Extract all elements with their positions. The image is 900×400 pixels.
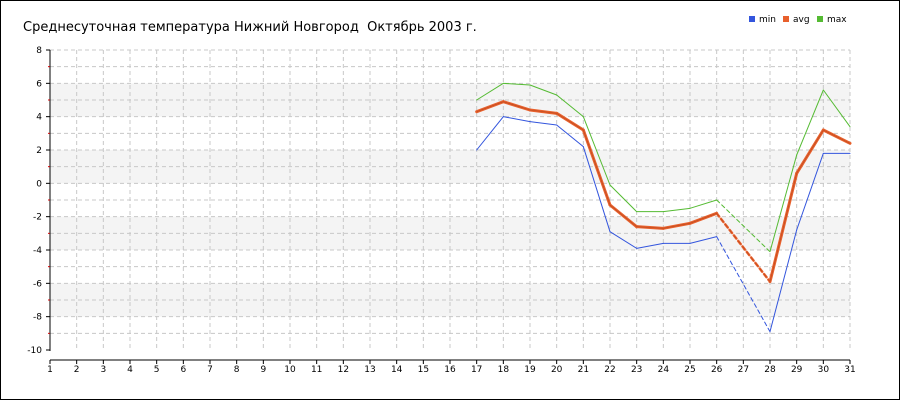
- series-avg-core: [663, 223, 691, 229]
- series-min-segment: [769, 229, 798, 333]
- x-tick-label: 23: [631, 365, 642, 375]
- series-max-segment: [822, 89, 851, 128]
- x-tick-label: 21: [578, 365, 589, 375]
- series-min-segment: [556, 124, 584, 148]
- x-tick-label: 4: [127, 365, 133, 375]
- y-tick-label: 8: [36, 46, 42, 56]
- series-avg-core: [476, 101, 504, 112]
- legend-label-max: max: [827, 15, 847, 25]
- x-tick-label: 8: [234, 365, 240, 375]
- series-max-segment: [582, 116, 611, 186]
- x-tick-label: 3: [100, 365, 106, 375]
- x-tick-label: 27: [738, 365, 749, 375]
- x-tick-label: 30: [818, 365, 830, 375]
- legend-swatch-avg: [783, 16, 789, 22]
- legend-label-min: min: [759, 15, 776, 25]
- x-tick-label: 25: [684, 365, 695, 375]
- series-avg-core: [636, 226, 664, 229]
- x-tick-label: 2: [74, 365, 80, 375]
- x-tick-label: 11: [311, 365, 322, 375]
- legend-item-min: min: [749, 15, 776, 25]
- series-avg-core: [769, 173, 797, 282]
- y-tick-label: -4: [33, 246, 42, 256]
- series-avg-core: [556, 113, 584, 131]
- series-max-segment: [476, 82, 504, 101]
- x-tick-label: 28: [764, 365, 776, 375]
- legend-swatch-max: [817, 16, 823, 22]
- series-min-segment: [529, 121, 558, 126]
- series-min-segment: [476, 116, 504, 151]
- series-max-segment: [609, 184, 638, 213]
- y-tick-label: -6: [33, 279, 42, 289]
- series-avg-core: [796, 129, 824, 174]
- y-tick-label: 6: [36, 79, 42, 89]
- x-tick-label: 22: [604, 365, 615, 375]
- x-tick-label: 18: [498, 365, 510, 375]
- x-tick-label: 24: [658, 365, 670, 375]
- x-tick-label: 20: [551, 365, 563, 375]
- series-avg-core: [716, 213, 771, 282]
- series-avg-core: [503, 101, 531, 111]
- x-tick-label: 16: [444, 365, 456, 375]
- series-avg-core: [689, 213, 717, 224]
- series-max-segment: [556, 94, 584, 118]
- y-tick-label: -2: [33, 213, 42, 223]
- series-min-segment: [502, 116, 531, 123]
- legend-label-avg: avg: [793, 15, 810, 25]
- x-tick-label: 5: [154, 365, 160, 375]
- y-tick-label: 4: [36, 113, 42, 123]
- x-tick-label: 14: [391, 365, 403, 375]
- series-max-segment: [689, 199, 718, 209]
- x-tick-label: 26: [711, 365, 723, 375]
- series-avg-core: [823, 129, 851, 144]
- series-max-segment: [796, 89, 824, 156]
- series-min-segment: [716, 236, 771, 333]
- series-min-segment: [689, 236, 718, 244]
- series-max-segment: [502, 82, 531, 86]
- x-tick-label: 19: [524, 365, 536, 375]
- series-max-segment: [716, 199, 771, 253]
- x-tick-label: 1: [47, 365, 53, 375]
- y-tick-label: 0: [36, 179, 42, 189]
- y-tick-label: 2: [36, 146, 42, 156]
- y-tick-label: -8: [33, 313, 42, 323]
- series-min-segment: [609, 231, 638, 249]
- x-tick-label: 9: [260, 365, 266, 375]
- legend-item-avg: avg: [783, 15, 810, 25]
- x-tick-label: 12: [338, 365, 349, 375]
- x-tick-label: 13: [364, 365, 375, 375]
- series-avg-core: [609, 204, 637, 227]
- x-tick-label: 31: [844, 365, 855, 375]
- x-tick-label: 17: [471, 365, 482, 375]
- y-tick-label: -10: [27, 346, 42, 356]
- x-tick-label: 29: [791, 365, 803, 375]
- series-min-segment: [636, 242, 664, 249]
- x-tick-label: 10: [284, 365, 296, 375]
- series-min-segment: [796, 152, 824, 231]
- x-tick-label: 6: [180, 365, 186, 375]
- series-avg-core: [583, 129, 611, 206]
- series-max-segment: [662, 207, 691, 213]
- chart-title: Среднесуточная температура Нижний Новгор…: [23, 20, 477, 35]
- series-min-segment: [582, 146, 611, 233]
- legend-swatch-min: [749, 16, 755, 22]
- x-tick-label: 15: [418, 365, 429, 375]
- series-max-segment: [529, 84, 558, 96]
- legend-item-max: max: [817, 15, 847, 25]
- series-max-segment: [769, 154, 798, 253]
- series-avg-core: [529, 109, 557, 114]
- x-tick-label: 7: [207, 365, 213, 375]
